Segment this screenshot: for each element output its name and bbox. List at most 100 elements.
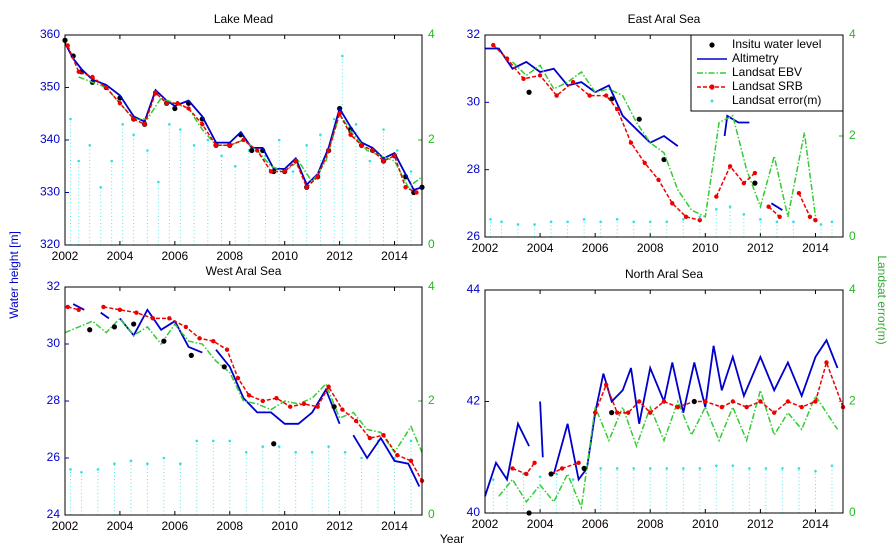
panel-title: Lake Mead — [214, 12, 273, 26]
error-point — [681, 467, 685, 470]
y-tick-label: 26 — [467, 229, 481, 243]
error-point — [146, 462, 149, 466]
y2-tick-label: 2 — [428, 132, 435, 146]
plot-frame — [484, 289, 844, 514]
legend-label: Landsat SRB — [732, 79, 803, 93]
series-point — [703, 399, 708, 404]
error-point — [759, 218, 762, 221]
x-tick-label: 2010 — [271, 249, 298, 263]
series-point — [340, 407, 345, 412]
error-point — [332, 117, 336, 121]
series-point — [268, 169, 274, 174]
series-point — [524, 471, 529, 477]
error-point — [830, 464, 834, 467]
y-tick-label: 350 — [40, 80, 60, 94]
error-point — [742, 212, 746, 216]
series-point — [661, 399, 667, 404]
x-tick-label: 2004 — [527, 517, 554, 531]
series-point — [221, 364, 227, 370]
series-point — [587, 93, 592, 98]
y-tick-label: 360 — [40, 27, 60, 41]
series-point — [161, 338, 167, 344]
series-point — [642, 160, 647, 166]
error-point — [615, 467, 619, 470]
y2-tick-label: 0 — [428, 237, 435, 251]
series-point — [548, 471, 554, 477]
x-tick-label: 2010 — [692, 517, 719, 531]
error-point — [129, 459, 133, 463]
x-tick-label: 2002 — [472, 241, 499, 255]
series-point — [246, 393, 252, 398]
error-point — [814, 469, 817, 473]
series-point — [628, 140, 634, 145]
error-point — [146, 149, 149, 152]
error-point — [549, 220, 553, 224]
error-point — [319, 133, 322, 137]
series-point — [213, 143, 219, 148]
series-point — [287, 404, 293, 409]
error-point — [797, 467, 801, 470]
x-tick-label: 2006 — [582, 241, 609, 255]
series-point — [301, 401, 307, 407]
y-tick-label: 30 — [467, 95, 481, 109]
error-point — [555, 472, 558, 476]
panel: West Aral Sea 2002 2004 2006 2008 2010 2012 201… — [47, 264, 435, 533]
y2-tick-label: 2 — [428, 393, 435, 407]
series-point — [348, 132, 353, 137]
error-point — [731, 464, 735, 467]
series-point — [675, 404, 680, 410]
series-point — [785, 399, 791, 404]
error-point — [261, 445, 265, 448]
error-point — [310, 451, 314, 454]
panel-title: East Aral Sea — [628, 12, 701, 26]
error-point — [500, 220, 503, 224]
series-point — [592, 410, 598, 415]
series-point — [381, 158, 386, 164]
error-point — [96, 468, 100, 471]
legend-swatch — [709, 84, 715, 90]
series-line — [64, 317, 423, 454]
series-line — [485, 47, 783, 211]
error-point — [179, 128, 182, 131]
error-point — [566, 220, 569, 224]
series-point — [670, 201, 675, 206]
error-point — [305, 143, 308, 147]
series-point — [648, 410, 653, 415]
x-axis-label: Year — [440, 532, 464, 546]
error-point — [277, 445, 281, 448]
series-point — [796, 191, 802, 196]
error-point — [354, 122, 358, 126]
series-point — [227, 143, 232, 148]
y2-tick-label: 4 — [849, 27, 856, 41]
series-point — [414, 190, 419, 195]
series-point — [771, 410, 777, 415]
error-point — [99, 185, 102, 189]
series-point — [504, 56, 510, 61]
error-point — [121, 122, 124, 126]
series-point — [101, 304, 106, 310]
x-tick-label: 2012 — [326, 249, 353, 263]
series-point — [142, 122, 147, 127]
error-point — [244, 451, 248, 454]
series-point — [744, 404, 749, 410]
error-point — [665, 467, 669, 470]
error-point — [220, 154, 223, 158]
x-tick-label: 2002 — [52, 249, 79, 263]
series-point — [766, 204, 771, 209]
series-point — [76, 307, 81, 312]
x-tick-label: 2008 — [637, 517, 664, 531]
series-line — [72, 303, 421, 487]
error-point — [681, 218, 685, 221]
error-point — [698, 467, 702, 470]
series-point — [87, 327, 93, 333]
series-point — [554, 93, 559, 98]
series-point — [255, 148, 260, 153]
series-point — [167, 316, 172, 321]
series-point — [614, 410, 620, 415]
y2-tick-label: 2 — [849, 128, 856, 142]
error-point — [491, 478, 495, 481]
error-point — [516, 223, 520, 226]
series-point — [570, 79, 576, 85]
legend-box — [690, 34, 844, 112]
